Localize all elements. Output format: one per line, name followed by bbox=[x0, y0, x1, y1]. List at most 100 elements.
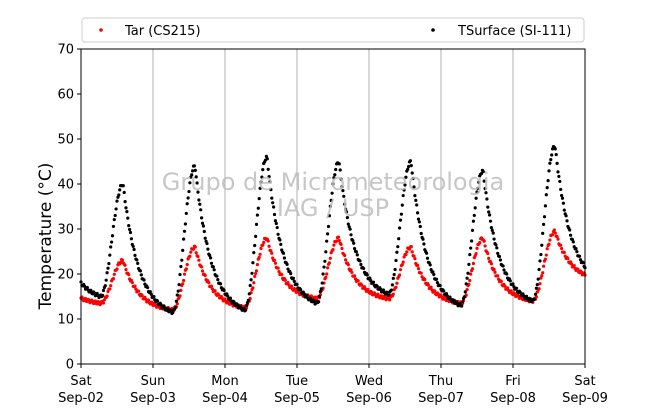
series-1-point-52 bbox=[126, 216, 130, 220]
series-1-point-392 bbox=[432, 272, 436, 277]
series-0-point-199 bbox=[258, 252, 262, 256]
series-1-point-116 bbox=[183, 222, 187, 226]
series-0-point-60 bbox=[133, 284, 137, 288]
series-1-point-124 bbox=[191, 169, 195, 173]
series-1-point-346 bbox=[390, 283, 394, 287]
series-0-point-323 bbox=[370, 290, 374, 294]
series-1-point-299 bbox=[348, 227, 352, 231]
series-1-point-128 bbox=[194, 175, 198, 179]
series-1-point-349 bbox=[393, 267, 397, 272]
series-1-point-197 bbox=[256, 206, 260, 210]
series-1-point-186 bbox=[246, 298, 250, 302]
series-0-point-202 bbox=[261, 243, 265, 247]
series-1-point-314 bbox=[362, 266, 366, 271]
series-1-point-96 bbox=[165, 306, 169, 310]
series-0-point-518 bbox=[545, 247, 549, 251]
series-1-point-385 bbox=[425, 256, 430, 260]
series-0-point-114 bbox=[182, 278, 186, 283]
series-0-point-29 bbox=[105, 294, 109, 298]
watermark-line-1: Grupo de Micrometeorologia bbox=[162, 168, 504, 196]
series-1-point-374 bbox=[416, 211, 420, 215]
series-0-point-153 bbox=[217, 293, 221, 297]
series-0-point-272 bbox=[324, 275, 328, 280]
series-0-point-453 bbox=[487, 256, 491, 260]
series-0-point-193 bbox=[253, 274, 257, 279]
series-1-point-506 bbox=[534, 286, 539, 290]
series-1-point-543 bbox=[568, 228, 572, 232]
series-1-point-123 bbox=[190, 173, 194, 177]
series-0-point-386 bbox=[426, 283, 430, 287]
series-0-point-537 bbox=[562, 250, 566, 255]
series-0-point-436 bbox=[471, 261, 475, 266]
x-tick-day-6: Fri bbox=[505, 374, 521, 389]
series-1-point-529 bbox=[555, 161, 559, 165]
series-1-point-118 bbox=[185, 202, 189, 206]
series-1-point-434 bbox=[470, 239, 474, 243]
series-1-point-251 bbox=[305, 293, 309, 298]
series-1-point-441 bbox=[476, 186, 480, 190]
series-0-point-142 bbox=[207, 281, 211, 285]
series-1-point-121 bbox=[188, 181, 192, 185]
x-tick-day-3: Tue bbox=[285, 374, 308, 389]
series-1-point-288 bbox=[338, 168, 342, 172]
series-1-point-63 bbox=[136, 261, 140, 265]
series-1-point-510 bbox=[538, 259, 542, 263]
series-1-point-410 bbox=[448, 295, 452, 299]
series-1-point-366 bbox=[408, 159, 412, 163]
series-1-point-304 bbox=[353, 246, 357, 251]
series-1-point-522 bbox=[549, 158, 553, 162]
series-0-point-227 bbox=[283, 278, 287, 282]
series-1-point-36 bbox=[111, 224, 115, 229]
series-1-point-530 bbox=[556, 170, 560, 174]
series-1 bbox=[79, 145, 587, 316]
series-1-point-480 bbox=[511, 282, 515, 286]
series-0-point-378 bbox=[419, 271, 423, 275]
series-1-point-364 bbox=[407, 164, 411, 169]
y-tick-label-0: 0 bbox=[66, 358, 74, 373]
series-1-point-113 bbox=[181, 248, 185, 252]
series-1-point-221 bbox=[278, 238, 282, 242]
series-0-point-368 bbox=[410, 250, 414, 254]
series-0-point-46 bbox=[120, 258, 124, 262]
series-1-point-451 bbox=[485, 197, 489, 201]
series-1-point-367 bbox=[409, 164, 413, 168]
series-1-point-350 bbox=[394, 258, 398, 263]
series-layer bbox=[79, 145, 587, 316]
series-1-point-208 bbox=[266, 167, 270, 171]
series-1-point-134 bbox=[200, 216, 204, 220]
series-1-point-433 bbox=[469, 246, 473, 250]
series-1-point-495 bbox=[524, 294, 529, 298]
series-1-point-81 bbox=[152, 294, 156, 299]
series-1-point-236 bbox=[291, 276, 295, 280]
series-1-point-25 bbox=[101, 288, 106, 293]
series-0-point-449 bbox=[483, 244, 487, 248]
series-0-point-223 bbox=[280, 273, 284, 277]
series-1-point-233 bbox=[289, 272, 293, 276]
series-0-point-276 bbox=[327, 261, 331, 265]
series-0-point-312 bbox=[360, 283, 364, 287]
series-1-point-222 bbox=[279, 242, 283, 246]
series-0-point-343 bbox=[388, 298, 392, 302]
x-tick-day-7: Sat bbox=[574, 374, 595, 389]
series-1-point-511 bbox=[539, 252, 543, 257]
series-1-point-56 bbox=[129, 237, 133, 241]
series-0-point-289 bbox=[339, 242, 343, 246]
series-1-point-255 bbox=[308, 296, 313, 301]
series-1-point-49 bbox=[123, 200, 127, 204]
series-1-point-276 bbox=[327, 214, 331, 218]
series-1-point-427 bbox=[463, 290, 467, 294]
series-1-point-290 bbox=[340, 185, 344, 189]
series-1-point-274 bbox=[326, 232, 330, 236]
x-tick-day-1: Sun bbox=[141, 374, 166, 389]
y-tick-label-5: 50 bbox=[57, 133, 74, 148]
series-0-point-273 bbox=[325, 272, 329, 276]
series-1-point-207 bbox=[265, 157, 269, 161]
series-1-point-135 bbox=[200, 221, 205, 225]
series-1-point-554 bbox=[578, 254, 582, 258]
series-1-point-528 bbox=[554, 152, 558, 157]
series-1-point-78 bbox=[149, 292, 153, 296]
series-0-point-355 bbox=[398, 268, 403, 272]
series-1-point-456 bbox=[489, 226, 493, 230]
series-1-point-458 bbox=[491, 231, 495, 235]
x-tick-date-5: Sep-07 bbox=[418, 391, 464, 406]
